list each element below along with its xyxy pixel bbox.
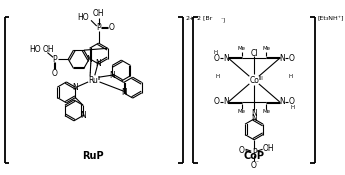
Text: RuP: RuP — [82, 151, 104, 161]
Text: III: III — [258, 76, 263, 81]
Text: Cl: Cl — [250, 49, 258, 58]
Text: N: N — [223, 54, 228, 63]
Text: N: N — [80, 111, 86, 120]
Text: N: N — [109, 71, 115, 80]
Text: CoP: CoP — [244, 151, 265, 161]
Text: P: P — [96, 23, 101, 32]
Text: N: N — [72, 83, 78, 92]
Text: H: H — [291, 105, 295, 110]
Text: N: N — [280, 97, 285, 106]
Text: Me: Me — [238, 109, 246, 114]
Text: O: O — [289, 54, 295, 63]
Text: OH: OH — [93, 9, 105, 18]
Text: Me: Me — [263, 46, 270, 51]
Text: [Et₃NH⁺]: [Et₃NH⁺] — [318, 16, 344, 21]
Text: N: N — [223, 97, 228, 106]
Text: N: N — [86, 55, 92, 64]
Text: O: O — [213, 54, 219, 63]
Text: P: P — [252, 148, 256, 157]
Text: N: N — [251, 109, 257, 118]
Text: ⁻: ⁻ — [255, 161, 258, 166]
Text: O: O — [250, 161, 256, 170]
Text: H: H — [215, 74, 219, 79]
Text: HO: HO — [78, 13, 89, 22]
Text: II: II — [98, 76, 101, 81]
Text: N: N — [251, 114, 257, 123]
Text: N: N — [121, 88, 127, 97]
Text: P: P — [53, 55, 57, 64]
Text: O: O — [52, 69, 58, 78]
Text: O: O — [213, 97, 219, 106]
Text: Me: Me — [238, 46, 246, 51]
Text: O: O — [239, 146, 245, 155]
Text: Me: Me — [263, 109, 270, 114]
Text: Ru: Ru — [88, 76, 98, 85]
Text: ⁻]: ⁻] — [221, 18, 226, 23]
Text: 2 [Br: 2 [Br — [197, 16, 213, 21]
Text: Co: Co — [249, 76, 259, 85]
Text: O: O — [109, 23, 115, 32]
Text: N: N — [280, 54, 285, 63]
Text: HO: HO — [29, 45, 41, 54]
Text: OH: OH — [42, 45, 54, 54]
Text: H: H — [289, 74, 293, 79]
Text: OH: OH — [263, 144, 274, 153]
Text: O: O — [289, 97, 295, 106]
Text: N: N — [96, 60, 101, 68]
Text: 2+: 2+ — [186, 16, 195, 21]
Text: H: H — [213, 50, 217, 55]
